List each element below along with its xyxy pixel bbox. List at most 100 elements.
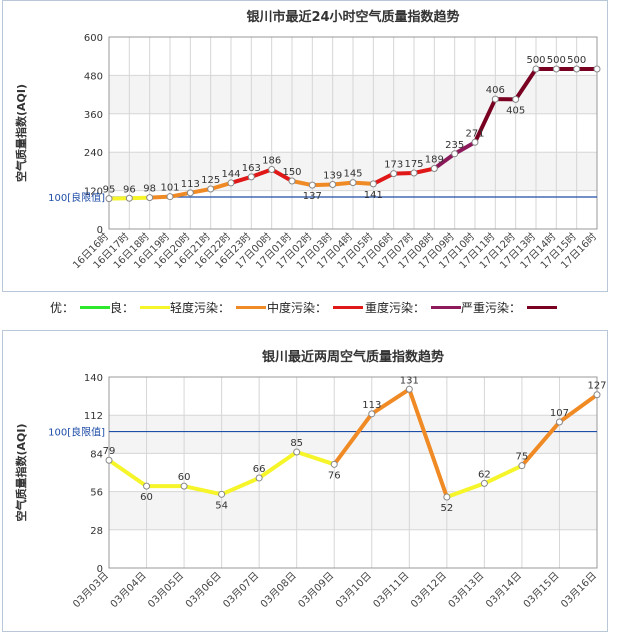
data-point [593, 65, 601, 73]
data-label: 54 [215, 500, 228, 511]
data-label: 60 [178, 472, 191, 483]
legend-label: 良： [110, 301, 135, 315]
series-segment [513, 67, 538, 102]
x-tick-label: 03月09日 [296, 570, 337, 611]
data-point [255, 474, 263, 482]
data-point [180, 482, 188, 490]
x-tick-label: 03月15日 [521, 570, 562, 611]
y-tick-label: 600 [84, 33, 103, 44]
legend-item: 中度污染： [267, 299, 364, 316]
y-tick-label: 0 [97, 564, 103, 575]
data-label: 186 [262, 155, 281, 166]
data-label: 163 [242, 163, 261, 174]
series-segment [182, 484, 224, 497]
data-point [443, 493, 451, 501]
data-point [288, 177, 296, 185]
x-tick-label: 03月11日 [371, 570, 412, 611]
series-segment [219, 475, 262, 497]
data-label: 107 [550, 408, 569, 419]
data-label: 52 [440, 503, 453, 514]
data-point [125, 194, 133, 202]
data-label: 145 [343, 169, 362, 180]
legend-swatch [333, 306, 364, 309]
data-point [330, 460, 338, 468]
data-label: 406 [486, 85, 505, 96]
series-segment [332, 411, 374, 467]
x-tick-label: 03月07日 [221, 570, 262, 611]
legend-item: 优： [50, 299, 111, 316]
legend-swatch [80, 306, 111, 309]
grid-band [109, 491, 597, 530]
data-label: 150 [282, 167, 301, 178]
data-point [227, 179, 235, 187]
x-tick-label: 03月13日 [446, 570, 487, 611]
data-label: 137 [303, 191, 322, 202]
series-segment [452, 140, 477, 156]
data-point [532, 65, 540, 73]
data-point [518, 462, 526, 470]
data-point [552, 65, 560, 73]
data-label: 500 [567, 55, 586, 66]
legend-swatch [527, 306, 558, 309]
data-label: 76 [328, 470, 341, 481]
legend-swatch [140, 306, 171, 309]
data-point [218, 490, 226, 498]
legend-label: 中度污染： [267, 301, 328, 315]
data-label: 75 [516, 452, 529, 463]
data-point [369, 180, 377, 188]
data-label: 173 [384, 160, 403, 171]
series-segment [249, 167, 274, 179]
x-tick-label: 03月10日 [333, 570, 374, 611]
plot-frame [108, 376, 598, 569]
legend-label: 重度污染： [365, 301, 426, 315]
data-point [491, 95, 499, 103]
series-segment [473, 97, 498, 145]
legend-swatch [236, 306, 267, 309]
data-point [390, 170, 398, 178]
chart-title: 银川最近两周空气质量指数趋势 [262, 349, 444, 365]
legend-item: 轻度污染： [170, 299, 267, 316]
legend-label: 优： [50, 301, 75, 315]
data-point [207, 185, 215, 193]
data-point [555, 418, 563, 426]
x-tick-label: 03月14日 [483, 570, 524, 611]
data-point [410, 169, 418, 177]
data-label: 101 [160, 183, 179, 194]
data-label: 141 [364, 190, 383, 201]
y-tick-label: 480 [84, 71, 103, 82]
legend-item: 重度污染： [365, 299, 462, 316]
series-segment [257, 450, 299, 480]
data-point [573, 65, 581, 73]
y-tick-label: 28 [90, 526, 103, 537]
data-label: 271 [465, 128, 484, 139]
series-segment [557, 392, 599, 425]
series-segment [371, 171, 396, 186]
data-point [593, 391, 601, 399]
series-segment [432, 151, 457, 171]
limit-label: 100[良限值] [48, 191, 105, 204]
data-point [405, 385, 413, 393]
data-label: 175 [404, 159, 423, 170]
data-point [186, 189, 194, 197]
data-point [247, 173, 255, 181]
series-segment [482, 463, 524, 486]
series-segment [369, 387, 412, 416]
x-tick-label: 03月06日 [183, 570, 224, 611]
data-point [512, 95, 520, 103]
data-point [329, 181, 337, 189]
data-point [293, 448, 301, 456]
limit-label: 100[良限值] [48, 426, 105, 439]
data-point [349, 179, 357, 187]
series-segment [107, 458, 149, 489]
x-tick-label: 03月04日 [108, 570, 149, 611]
data-point [451, 150, 459, 158]
data-label: 139 [323, 171, 342, 182]
data-label: 500 [526, 55, 545, 66]
y-tick-label: 120 [84, 187, 103, 198]
data-point [105, 456, 113, 464]
data-point [105, 195, 113, 203]
x-tick-label: 03月08日 [258, 570, 299, 611]
series-segment [229, 174, 254, 185]
data-label: 113 [181, 179, 200, 190]
